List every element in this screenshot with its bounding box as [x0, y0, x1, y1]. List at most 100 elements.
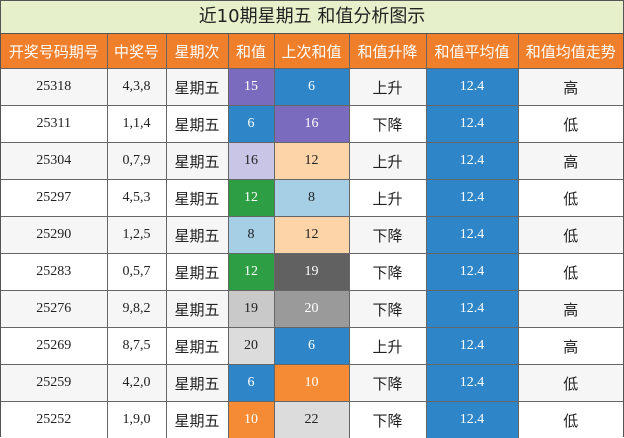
- cell-numbers: 0,5,7: [107, 254, 166, 291]
- cell-sum: 16: [228, 143, 274, 180]
- cell-issue: 25290: [1, 217, 107, 254]
- cell-weekday: 星期五: [166, 106, 228, 143]
- cell-sum: 12: [228, 180, 274, 217]
- cell-sum-trend: 下降: [349, 106, 426, 143]
- cell-sum-average: 12.4: [426, 402, 518, 438]
- cell-numbers: 8,7,5: [107, 328, 166, 365]
- cell-numbers: 0,7,9: [107, 143, 166, 180]
- cell-prev-sum: 16: [274, 106, 349, 143]
- cell-issue: 25311: [1, 106, 107, 143]
- cell-prev-sum: 20: [274, 291, 349, 328]
- cell-numbers: 9,8,2: [107, 291, 166, 328]
- cell-sum: 12: [228, 254, 274, 291]
- cell-sum: 15: [228, 69, 274, 106]
- cell-sum-trend: 下降: [349, 365, 426, 402]
- cell-weekday: 星期五: [166, 69, 228, 106]
- cell-numbers: 4,3,8: [107, 69, 166, 106]
- cell-average-trend: 高: [518, 328, 623, 365]
- cell-sum-trend: 上升: [349, 69, 426, 106]
- cell-prev-sum: 6: [274, 69, 349, 106]
- cell-prev-sum: 22: [274, 402, 349, 438]
- cell-weekday: 星期五: [166, 291, 228, 328]
- header-row: 开奖号码期号 中奖号 星期次 和值 上次和值 和值升降 和值平均值 和值均值走势: [1, 34, 623, 69]
- cell-sum: 8: [228, 217, 274, 254]
- cell-sum-average: 12.4: [426, 106, 518, 143]
- cell-weekday: 星期五: [166, 217, 228, 254]
- header-sum-average: 和值平均值: [426, 34, 518, 69]
- cell-sum-trend: 上升: [349, 328, 426, 365]
- cell-sum: 20: [228, 328, 274, 365]
- header-prev-sum: 上次和值: [274, 34, 349, 69]
- cell-numbers: 4,5,3: [107, 180, 166, 217]
- cell-average-trend: 高: [518, 291, 623, 328]
- page-title: 近10期星期五 和值分析图示: [1, 1, 623, 34]
- cell-issue: 25297: [1, 180, 107, 217]
- cell-prev-sum: 19: [274, 254, 349, 291]
- cell-sum-average: 12.4: [426, 254, 518, 291]
- cell-average-trend: 高: [518, 143, 623, 180]
- cell-sum-average: 12.4: [426, 143, 518, 180]
- cell-sum-average: 12.4: [426, 291, 518, 328]
- cell-weekday: 星期五: [166, 402, 228, 438]
- cell-average-trend: 高: [518, 69, 623, 106]
- cell-sum-trend: 上升: [349, 180, 426, 217]
- cell-sum: 6: [228, 106, 274, 143]
- cell-sum-average: 12.4: [426, 217, 518, 254]
- cell-sum-average: 12.4: [426, 365, 518, 402]
- cell-prev-sum: 12: [274, 217, 349, 254]
- cell-numbers: 1,2,5: [107, 217, 166, 254]
- header-weekday: 星期次: [166, 34, 228, 69]
- sum-analysis-table: 开奖号码期号 中奖号 星期次 和值 上次和值 和值升降 和值平均值 和值均值走势…: [1, 34, 623, 438]
- cell-sum-trend: 下降: [349, 254, 426, 291]
- header-numbers: 中奖号: [107, 34, 166, 69]
- cell-prev-sum: 6: [274, 328, 349, 365]
- cell-sum: 10: [228, 402, 274, 438]
- cell-weekday: 星期五: [166, 180, 228, 217]
- cell-average-trend: 低: [518, 217, 623, 254]
- cell-issue: 25269: [1, 328, 107, 365]
- cell-sum: 19: [228, 291, 274, 328]
- cell-issue: 25259: [1, 365, 107, 402]
- cell-issue: 25276: [1, 291, 107, 328]
- cell-weekday: 星期五: [166, 254, 228, 291]
- cell-issue: 25318: [1, 69, 107, 106]
- cell-issue: 25283: [1, 254, 107, 291]
- cell-numbers: 1,1,4: [107, 106, 166, 143]
- cell-prev-sum: 8: [274, 180, 349, 217]
- cell-numbers: 1,9,0: [107, 402, 166, 438]
- cell-sum-average: 12.4: [426, 69, 518, 106]
- cell-numbers: 4,2,0: [107, 365, 166, 402]
- cell-sum-trend: 下降: [349, 291, 426, 328]
- cell-issue: 25252: [1, 402, 107, 438]
- cell-weekday: 星期五: [166, 365, 228, 402]
- cell-prev-sum: 10: [274, 365, 349, 402]
- cell-sum-trend: 下降: [349, 402, 426, 438]
- cell-prev-sum: 12: [274, 143, 349, 180]
- cell-average-trend: 低: [518, 106, 623, 143]
- cell-sum-trend: 下降: [349, 217, 426, 254]
- cell-sum-trend: 上升: [349, 143, 426, 180]
- cell-average-trend: 低: [518, 365, 623, 402]
- cell-average-trend: 低: [518, 254, 623, 291]
- cell-sum-average: 12.4: [426, 328, 518, 365]
- header-sum: 和值: [228, 34, 274, 69]
- cell-sum: 6: [228, 365, 274, 402]
- header-sum-trend: 和值升降: [349, 34, 426, 69]
- cell-sum-average: 12.4: [426, 180, 518, 217]
- header-average-trend: 和值均值走势: [518, 34, 623, 69]
- cell-average-trend: 低: [518, 180, 623, 217]
- cell-weekday: 星期五: [166, 328, 228, 365]
- header-issue: 开奖号码期号: [1, 34, 107, 69]
- cell-issue: 25304: [1, 143, 107, 180]
